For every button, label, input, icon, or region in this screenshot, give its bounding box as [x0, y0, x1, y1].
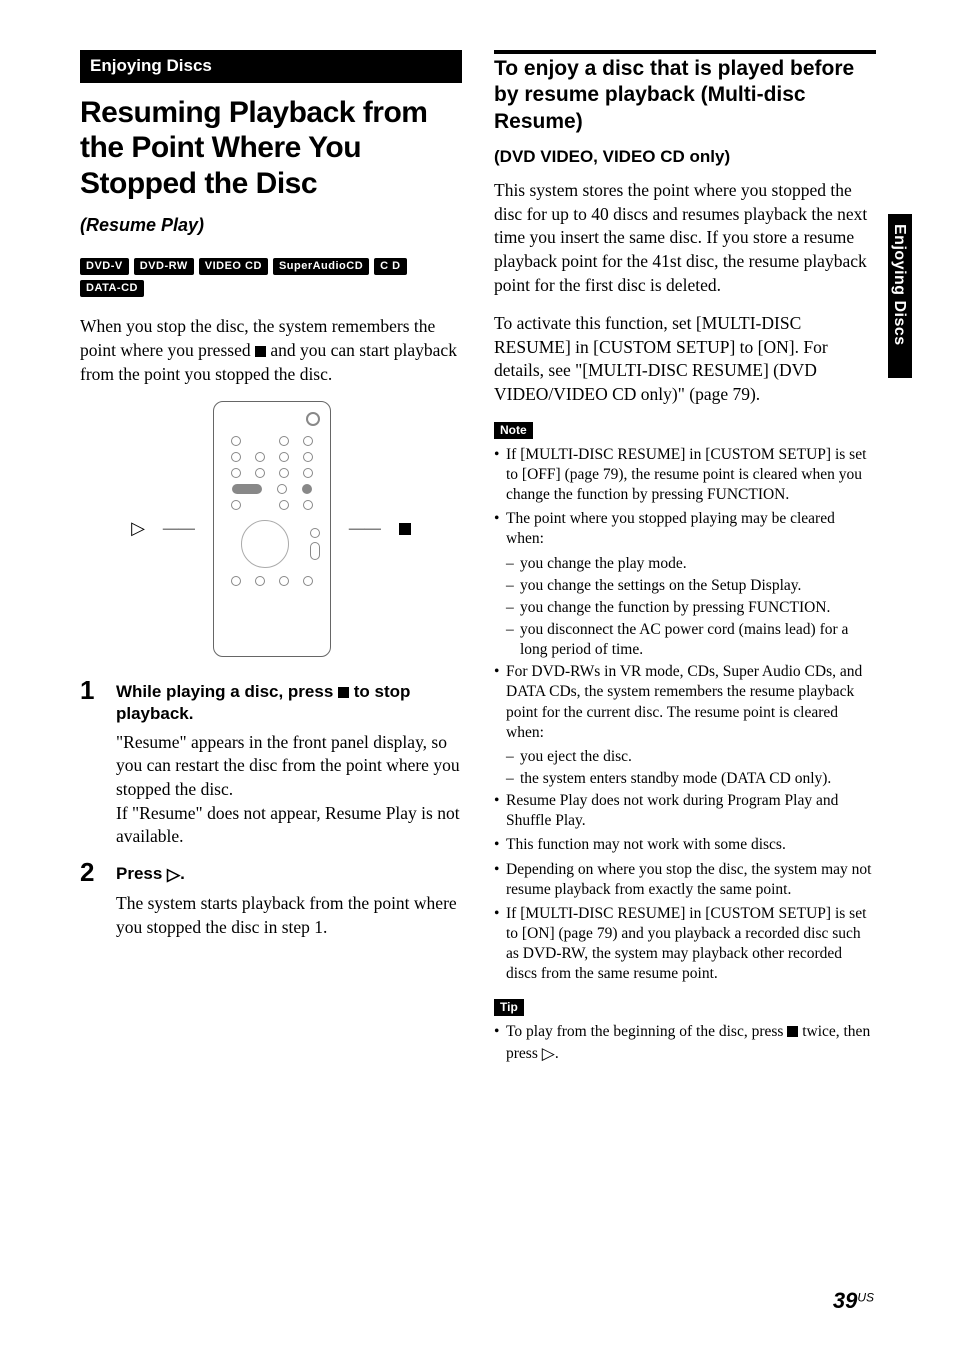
notes-list: •If [MULTI-DISC RESUME] in [CUSTOM SETUP… [494, 445, 876, 985]
connector-line: —— [349, 520, 381, 538]
right-para1: This system stores the point where you s… [494, 179, 876, 298]
step-title: Press ▷. [116, 863, 462, 886]
page-region: US [857, 1291, 874, 1305]
stop-icon [255, 346, 266, 357]
note-label: Note [494, 422, 533, 439]
disc-type-badges: DVD-V DVD-RW VIDEO CD SuperAudioCD C D DATA-C… [80, 258, 462, 297]
main-title: Resuming Playback from the Point Where Y… [80, 95, 462, 201]
stop-icon [787, 1026, 798, 1037]
note-item: •If [MULTI-DISC RESUME] in [CUSTOM SETUP… [494, 445, 876, 505]
steps-list: 1 While playing a disc, press to stop pla… [80, 677, 462, 940]
note-item: •For DVD-RWs in VR mode, CDs, Super Audi… [494, 662, 876, 743]
subtitle: (Resume Play) [80, 215, 462, 236]
right-subheading: (DVD VIDEO, VIDEO CD only) [494, 147, 876, 167]
tip-a: To play from the beginning of the disc, … [506, 1023, 787, 1040]
note-item: •This function may not work with some di… [494, 835, 876, 855]
note-item: •If [MULTI-DISC RESUME] in [CUSTOM SETUP… [494, 904, 876, 985]
disc-badge: VIDEO CD [199, 258, 268, 275]
section-header: Enjoying Discs [80, 50, 462, 83]
right-heading: To enjoy a disc that is played before by… [494, 56, 876, 135]
note-item: •Depending on where you stop the disc, t… [494, 860, 876, 900]
right-para2: To activate this function, set [MULTI-DI… [494, 312, 876, 407]
tip-c: . [555, 1045, 559, 1062]
note-item: •The point where you stopped playing may… [494, 509, 876, 549]
note-sub-item: –you disconnect the AC power cord (mains… [506, 620, 876, 660]
disc-badge: C D [374, 258, 406, 275]
disc-badge: SuperAudioCD [273, 258, 369, 275]
step-text: The system starts playback from the poin… [116, 892, 462, 939]
tip-label: Tip [494, 999, 524, 1016]
left-column: Enjoying Discs Resuming Playback from th… [80, 50, 462, 1069]
stop-icon [338, 687, 349, 698]
step: 1 While playing a disc, press to stop pla… [80, 677, 462, 849]
intro-text: When you stop the disc, the system remem… [80, 315, 462, 386]
stop-icon [399, 518, 411, 539]
note-sub-item: –you eject the disc. [506, 747, 876, 767]
play-icon: ▷ [167, 865, 180, 884]
page-number: 39 [833, 1288, 857, 1313]
step-text: "Resume" appears in the front panel disp… [116, 731, 462, 849]
tip-text: • To play from the beginning of the disc… [494, 1022, 876, 1064]
step-number: 2 [80, 859, 102, 939]
note-sub-item: –you change the play mode. [506, 554, 876, 574]
connector-line: —— [163, 520, 195, 538]
step-number: 1 [80, 677, 102, 849]
step: 2 Press ▷. The system starts playback from… [80, 859, 462, 939]
note-item: •Resume Play does not work during Progra… [494, 791, 876, 831]
right-column: To enjoy a disc that is played before by… [494, 50, 876, 1069]
disc-badge: DATA-CD [80, 280, 144, 297]
page-footer: 39US [833, 1288, 874, 1314]
play-icon: ▷ [542, 1044, 555, 1063]
note-sub-item: –the system enters standby mode (DATA CD… [506, 769, 876, 789]
section-divider [494, 50, 876, 54]
note-sub-item: –you change the function by pressing FUN… [506, 598, 876, 618]
note-sub-item: –you change the settings on the Setup Di… [506, 576, 876, 596]
side-tab-label: Enjoying Discs [890, 224, 908, 346]
remote-diagram: ▷ —— —— [80, 401, 462, 657]
disc-badge: DVD-V [80, 258, 129, 275]
remote-outline [213, 401, 331, 657]
step-title: While playing a disc, press to stop play… [116, 681, 462, 725]
play-icon: ▷ [131, 518, 145, 539]
disc-badge: DVD-RW [134, 258, 194, 275]
